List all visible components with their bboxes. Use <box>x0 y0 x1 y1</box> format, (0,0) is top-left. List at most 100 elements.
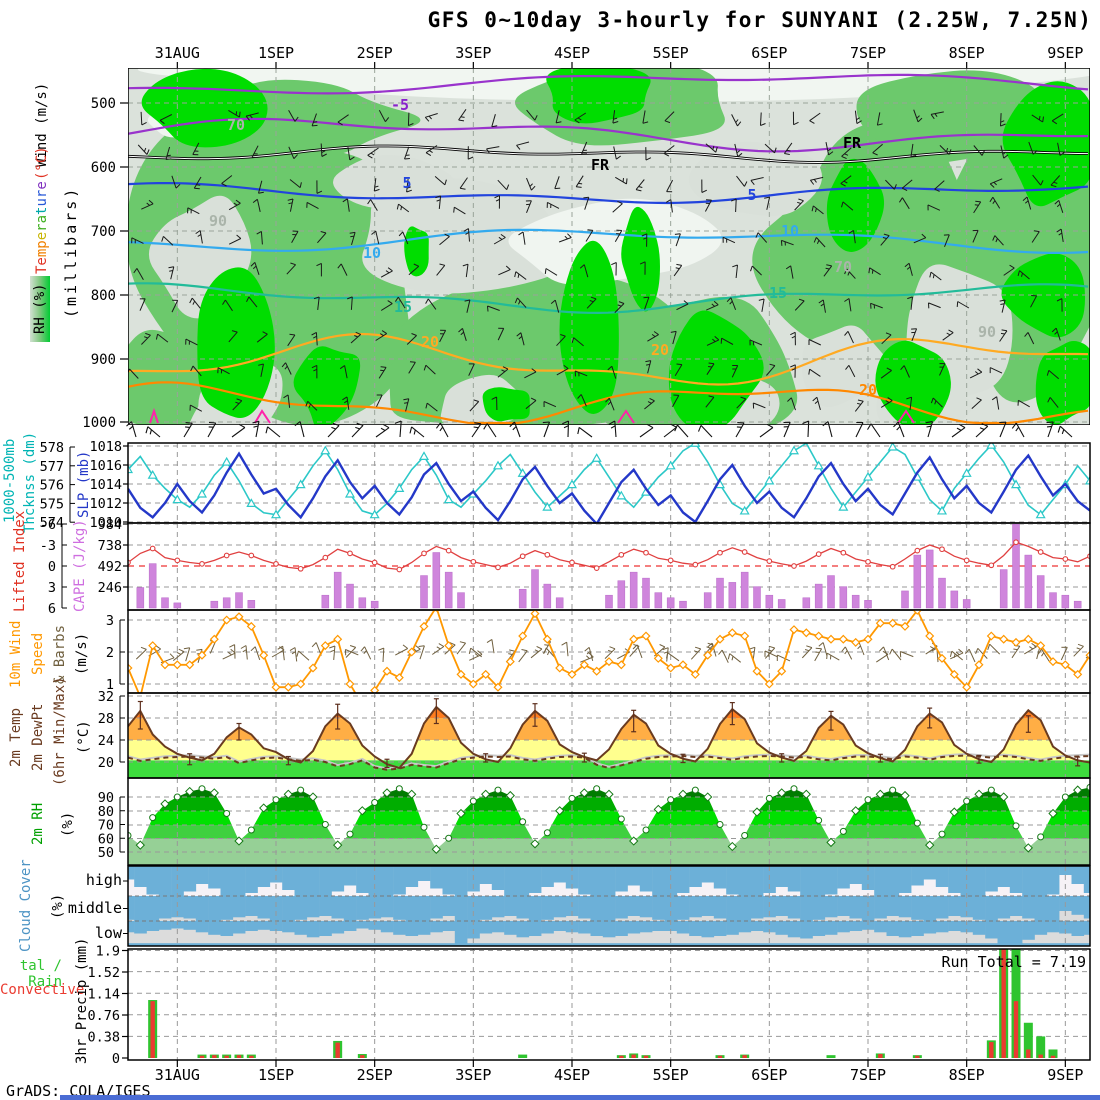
svg-text:24: 24 <box>98 733 114 749</box>
svg-text:1.14: 1.14 <box>87 987 120 1003</box>
panel-wind10m <box>128 610 1090 693</box>
cloud-cover-label: Cloud Cover <box>18 859 34 952</box>
svg-text:15: 15 <box>769 284 787 302</box>
wind10m-units-label: (m/s) <box>74 632 90 676</box>
svg-text:70: 70 <box>98 818 114 834</box>
svg-text:10: 10 <box>363 244 381 262</box>
svg-text:5: 5 <box>402 174 411 192</box>
svg-text:FR: FR <box>591 156 610 174</box>
svg-text:1014: 1014 <box>89 477 122 493</box>
svg-text:6SEP: 6SEP <box>751 1066 787 1084</box>
svg-text:1010: 1010 <box>89 515 122 531</box>
svg-text:31AUG: 31AUG <box>155 44 200 62</box>
svg-text:28: 28 <box>98 711 114 727</box>
temp2m-label-2: 2m DewPt <box>30 703 46 771</box>
svg-text:32: 32 <box>98 689 114 705</box>
svg-text:6SEP: 6SEP <box>751 44 787 62</box>
precip-convective-label: Convective <box>0 982 85 998</box>
svg-text:1000: 1000 <box>82 415 116 431</box>
svg-text:9SEP: 9SEP <box>1047 1066 1083 1084</box>
svg-text:-6: -6 <box>40 517 56 533</box>
svg-text:20: 20 <box>421 333 439 351</box>
panel-temp2m <box>128 693 1090 778</box>
cloud-band-middle-label: middle <box>67 899 122 917</box>
svg-text:8SEP: 8SEP <box>949 44 985 62</box>
lifted-index-label: Lifted Index <box>12 510 28 612</box>
svg-text:1016: 1016 <box>89 458 122 474</box>
svg-text:90: 90 <box>98 790 114 806</box>
svg-text:70: 70 <box>227 116 245 134</box>
svg-text:1.52: 1.52 <box>87 965 120 981</box>
panel-cape-li <box>128 523 1090 610</box>
cloud-band-low-label: low <box>94 924 122 942</box>
run-total-text: Run Total = 7.19 <box>941 953 1087 971</box>
svg-text:800: 800 <box>91 288 116 304</box>
svg-text:0: 0 <box>112 1051 120 1067</box>
panel-precip <box>128 949 1090 1060</box>
svg-text:3: 3 <box>106 613 114 629</box>
svg-text:984: 984 <box>98 517 122 533</box>
svg-text:1.9: 1.9 <box>96 944 120 960</box>
bottom-blue-bar <box>60 1095 1100 1100</box>
svg-text:5SEP: 5SEP <box>653 1066 689 1084</box>
temp2m-label-3: (6hr Min/Max) <box>52 676 68 786</box>
svg-text:9SEP: 9SEP <box>1047 44 1083 62</box>
svg-text:7SEP: 7SEP <box>850 1066 886 1084</box>
svg-text:60: 60 <box>98 831 114 847</box>
svg-text:5: 5 <box>747 186 756 204</box>
svg-text:80: 80 <box>98 804 114 820</box>
svg-text:246: 246 <box>98 580 122 596</box>
svg-text:900: 900 <box>91 352 116 368</box>
svg-text:1012: 1012 <box>89 496 122 512</box>
svg-text:600: 600 <box>91 160 116 176</box>
svg-text:500: 500 <box>91 96 116 112</box>
panel-cloud-cover <box>128 866 1090 946</box>
svg-text:6: 6 <box>48 601 56 617</box>
rh-axis-label: RH (%) <box>30 276 50 342</box>
rh2m-units-label: (%) <box>60 811 76 837</box>
temp2m-label-1: 2m Temp <box>8 707 24 767</box>
svg-text:578: 578 <box>40 440 64 456</box>
rh2m-label: 2m RH <box>30 802 46 846</box>
svg-text:8SEP: 8SEP <box>949 1066 985 1084</box>
svg-text:5SEP: 5SEP <box>653 44 689 62</box>
svg-text:10: 10 <box>781 222 799 240</box>
svg-text:90: 90 <box>978 323 996 341</box>
precip-total-label: tal / Rain <box>19 958 62 990</box>
svg-text:3SEP: 3SEP <box>455 44 491 62</box>
svg-text:20: 20 <box>859 381 877 399</box>
svg-text:700: 700 <box>91 224 116 240</box>
svg-text:1018: 1018 <box>89 439 122 455</box>
svg-text:20: 20 <box>651 341 669 359</box>
svg-text:1SEP: 1SEP <box>258 1066 294 1084</box>
svg-text:2SEP: 2SEP <box>357 1066 393 1084</box>
svg-text:575: 575 <box>40 496 64 512</box>
svg-text:0: 0 <box>48 559 56 575</box>
svg-text:70: 70 <box>834 258 852 276</box>
svg-text:-3: -3 <box>40 538 56 554</box>
svg-text:2: 2 <box>106 645 114 661</box>
svg-text:577: 577 <box>40 459 64 475</box>
slp-label: SLP (mb) <box>76 450 92 518</box>
svg-text:7SEP: 7SEP <box>850 44 886 62</box>
svg-text:2SEP: 2SEP <box>357 44 393 62</box>
svg-text:492: 492 <box>98 559 122 575</box>
svg-text:1SEP: 1SEP <box>258 44 294 62</box>
svg-text:3SEP: 3SEP <box>455 1066 491 1084</box>
panel-rh2m <box>128 778 1090 865</box>
svg-text:15: 15 <box>394 298 412 316</box>
surface-barbs <box>126 420 1073 438</box>
svg-text:738: 738 <box>98 538 122 554</box>
millibars-axis-label: (millibars) <box>62 185 80 319</box>
svg-text:574: 574 <box>40 515 64 531</box>
precip-axis-label: 3hr Precip (mm) <box>74 937 90 1064</box>
svg-text:50: 50 <box>98 845 114 861</box>
svg-text:4SEP: 4SEP <box>554 44 590 62</box>
svg-text:1: 1 <box>106 677 114 693</box>
svg-text:0.38: 0.38 <box>87 1030 120 1046</box>
wind10m-label-2: Speed <box>30 632 46 676</box>
cloud-band-high-label: high <box>85 871 122 889</box>
svg-text:-5: -5 <box>391 96 409 114</box>
axis-ticks-labels: 5006007008009001000101810161014101210105… <box>40 44 1084 1084</box>
